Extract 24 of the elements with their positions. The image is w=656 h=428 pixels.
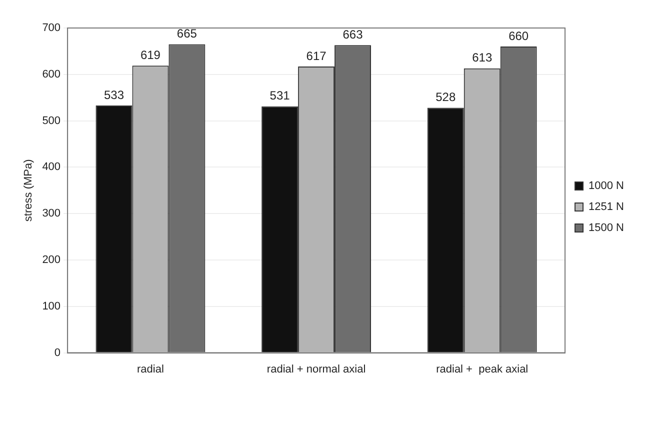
y-tick-label: 700 xyxy=(42,22,61,34)
data-label: 619 xyxy=(140,48,161,62)
y-tick-label: 400 xyxy=(42,161,61,174)
y-axis-title: stress (MPa) xyxy=(22,159,35,222)
x-tick-label: radial xyxy=(137,363,164,376)
x-tick-label: radial + normal axial xyxy=(266,363,366,376)
data-label: 613 xyxy=(472,50,492,65)
legend-label: 1000 N xyxy=(588,180,624,192)
data-label: 531 xyxy=(270,88,290,103)
data-label: 660 xyxy=(508,28,529,43)
y-tick-label: 0 xyxy=(54,346,61,359)
y-tick-label: 200 xyxy=(42,254,61,266)
y-tick-label: 100 xyxy=(42,300,61,312)
data-label: 528 xyxy=(436,90,456,104)
data-label: 617 xyxy=(306,48,327,63)
data-label: 533 xyxy=(104,88,124,102)
data-label: 663 xyxy=(342,27,364,42)
x-tick-label: radial + peak axial xyxy=(436,363,528,376)
legend-label: 1500 N xyxy=(588,222,624,234)
y-tick-label: 300 xyxy=(42,208,61,220)
y-tick-label: 600 xyxy=(42,68,61,80)
data-label: 665 xyxy=(176,26,198,41)
y-tick-label: 500 xyxy=(42,114,61,127)
legend-label: 1251 N xyxy=(588,201,624,214)
